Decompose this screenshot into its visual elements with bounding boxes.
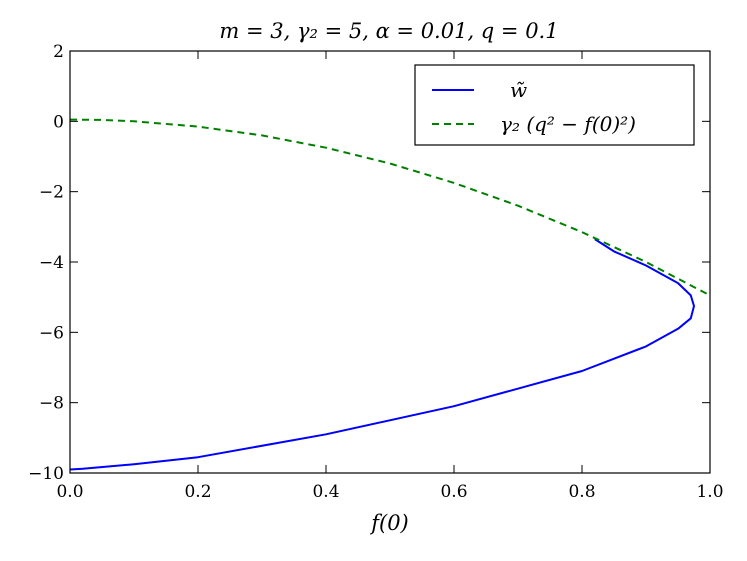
legend-label-w-tilde: w̃ xyxy=(510,78,527,102)
y-tick-label: 0 xyxy=(53,112,64,132)
legend-label-gamma: γ₂ (q² − f(0)²) xyxy=(500,112,636,136)
y-tick-label: 2 xyxy=(53,42,64,62)
legend: w̃ γ₂ (q² − f(0)²) xyxy=(414,64,695,146)
y-tick-label: −8 xyxy=(39,394,64,414)
x-tick-label: 0.0 xyxy=(56,482,83,502)
plot-area xyxy=(69,50,711,474)
chart-title: m = 3, γ₂ = 5, α = 0.01, q = 0.1 xyxy=(219,19,558,43)
legend-box xyxy=(414,64,695,146)
x-tick-label: 0.6 xyxy=(440,482,467,502)
y-tick-label: −6 xyxy=(39,323,64,343)
series-line-gamma xyxy=(69,118,711,297)
x-axis-label: f(0) xyxy=(369,511,409,535)
x-tick-label: 0.2 xyxy=(184,482,211,502)
x-tick-label: 0.8 xyxy=(568,482,595,502)
x-tick-label: 0.4 xyxy=(312,482,339,502)
series-line-w-tilde xyxy=(69,238,695,471)
y-tick-label: −2 xyxy=(39,183,64,203)
y-tick-label: −10 xyxy=(28,464,64,484)
series-layer xyxy=(69,118,711,471)
x-tick-label: 1.0 xyxy=(696,482,723,502)
y-tick-label: −4 xyxy=(39,253,64,273)
